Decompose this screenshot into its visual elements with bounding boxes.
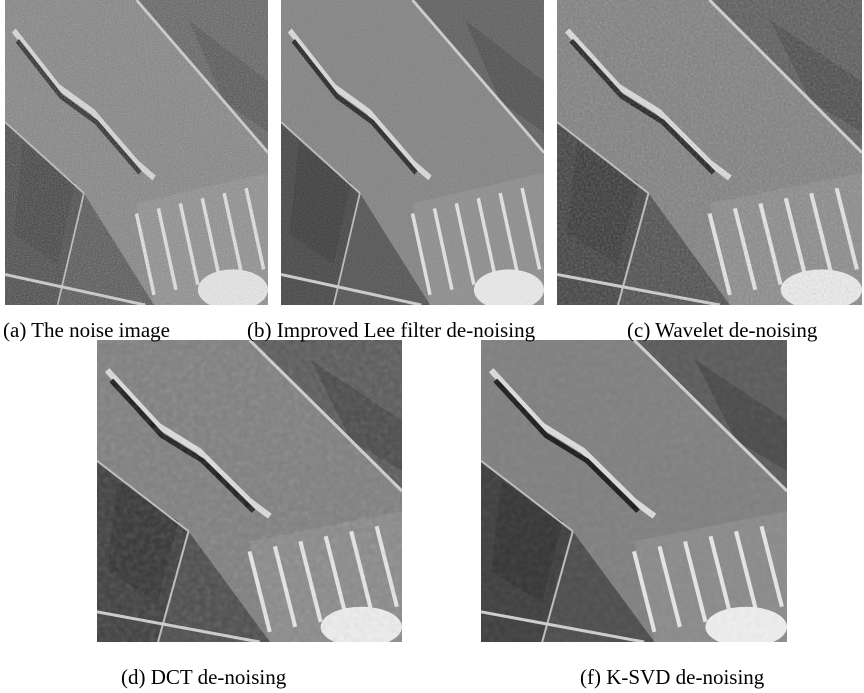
image-c bbox=[557, 0, 862, 310]
image-f bbox=[481, 340, 787, 647]
caption: (d) DCT de-noising bbox=[121, 665, 287, 689]
caption: (b) Improved Lee filter de-noising bbox=[247, 318, 536, 342]
page: (a) The noise image (b) Improved Lee fil… bbox=[0, 0, 864, 693]
image-b bbox=[281, 0, 544, 310]
image-d bbox=[97, 340, 402, 647]
image-a bbox=[5, 0, 268, 310]
caption: (a) The noise image bbox=[3, 318, 170, 342]
caption: (c) Wavelet de-noising bbox=[627, 318, 818, 342]
figure: (a) The noise image (b) Improved Lee fil… bbox=[0, 0, 864, 693]
caption: (f) K-SVD de-noising bbox=[580, 665, 765, 689]
